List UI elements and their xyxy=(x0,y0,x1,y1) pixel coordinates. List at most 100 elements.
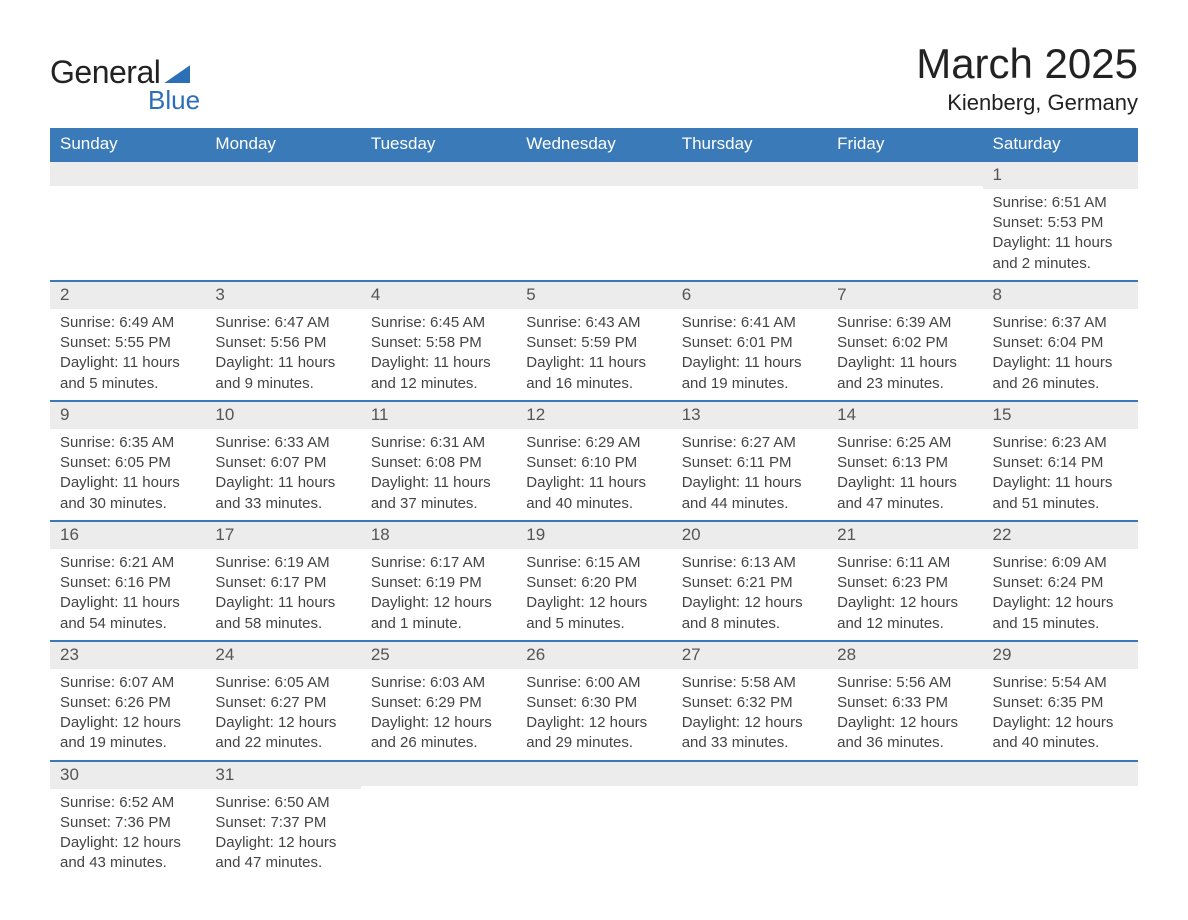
daylight-text: Daylight: 12 hours xyxy=(837,713,972,733)
daylight-text: and 5 minutes. xyxy=(60,374,195,394)
daylight-text: and 12 minutes. xyxy=(371,374,506,394)
sunset-text: Sunset: 6:19 PM xyxy=(371,573,506,593)
daylight-text: and 29 minutes. xyxy=(526,733,661,753)
day-body: Sunrise: 6:13 AMSunset: 6:21 PMDaylight:… xyxy=(672,549,827,640)
brand-triangle-icon xyxy=(164,65,190,83)
sunrise-text: Sunrise: 6:15 AM xyxy=(526,553,661,573)
day-number: 28 xyxy=(827,642,982,669)
sunset-text: Sunset: 6:13 PM xyxy=(837,453,972,473)
sunrise-text: Sunrise: 6:00 AM xyxy=(526,673,661,693)
sunrise-text: Sunrise: 6:13 AM xyxy=(682,553,817,573)
sunrise-text: Sunrise: 6:05 AM xyxy=(215,673,350,693)
day-body: Sunrise: 6:03 AMSunset: 6:29 PMDaylight:… xyxy=(361,669,516,760)
day-body: Sunrise: 6:52 AMSunset: 7:36 PMDaylight:… xyxy=(50,789,205,880)
day-body: Sunrise: 6:23 AMSunset: 6:14 PMDaylight:… xyxy=(983,429,1138,520)
sunset-text: Sunset: 5:59 PM xyxy=(526,333,661,353)
sunset-text: Sunset: 6:17 PM xyxy=(215,573,350,593)
brand-blue: Blue xyxy=(148,85,200,116)
sunrise-text: Sunrise: 6:50 AM xyxy=(215,793,350,813)
day-body: Sunrise: 6:15 AMSunset: 6:20 PMDaylight:… xyxy=(516,549,671,640)
calendar-day-cell xyxy=(983,761,1138,880)
sunset-text: Sunset: 6:29 PM xyxy=(371,693,506,713)
calendar-day-cell xyxy=(361,761,516,880)
day-body xyxy=(672,786,827,846)
sunrise-text: Sunrise: 6:03 AM xyxy=(371,673,506,693)
calendar-day-cell: 7Sunrise: 6:39 AMSunset: 6:02 PMDaylight… xyxy=(827,281,982,401)
daylight-text: Daylight: 12 hours xyxy=(837,593,972,613)
day-number: 10 xyxy=(205,402,360,429)
daylight-text: Daylight: 12 hours xyxy=(526,713,661,733)
calendar-day-cell xyxy=(361,161,516,281)
day-number xyxy=(361,762,516,786)
day-body: Sunrise: 6:00 AMSunset: 6:30 PMDaylight:… xyxy=(516,669,671,760)
calendar-week-row: 30Sunrise: 6:52 AMSunset: 7:36 PMDayligh… xyxy=(50,761,1138,880)
sunset-text: Sunset: 6:24 PM xyxy=(993,573,1128,593)
day-number: 30 xyxy=(50,762,205,789)
daylight-text: Daylight: 12 hours xyxy=(526,593,661,613)
sunset-text: Sunset: 6:07 PM xyxy=(215,453,350,473)
day-number xyxy=(983,762,1138,786)
day-body: Sunrise: 6:51 AMSunset: 5:53 PMDaylight:… xyxy=(983,189,1138,280)
daylight-text: Daylight: 12 hours xyxy=(682,593,817,613)
weekday-header: Friday xyxy=(827,128,982,161)
day-number: 9 xyxy=(50,402,205,429)
day-body: Sunrise: 6:07 AMSunset: 6:26 PMDaylight:… xyxy=(50,669,205,760)
sunrise-text: Sunrise: 6:29 AM xyxy=(526,433,661,453)
calendar-day-cell: 31Sunrise: 6:50 AMSunset: 7:37 PMDayligh… xyxy=(205,761,360,880)
daylight-text: and 47 minutes. xyxy=(215,853,350,873)
day-body: Sunrise: 6:50 AMSunset: 7:37 PMDaylight:… xyxy=(205,789,360,880)
calendar-day-cell: 17Sunrise: 6:19 AMSunset: 6:17 PMDayligh… xyxy=(205,521,360,641)
calendar-day-cell: 26Sunrise: 6:00 AMSunset: 6:30 PMDayligh… xyxy=(516,641,671,761)
daylight-text: and 58 minutes. xyxy=(215,614,350,634)
sunrise-text: Sunrise: 6:41 AM xyxy=(682,313,817,333)
calendar-day-cell xyxy=(827,761,982,880)
daylight-text: and 2 minutes. xyxy=(993,254,1128,274)
daylight-text: and 8 minutes. xyxy=(682,614,817,634)
day-body xyxy=(516,786,671,846)
sunrise-text: Sunrise: 6:37 AM xyxy=(993,313,1128,333)
weekday-header: Monday xyxy=(205,128,360,161)
calendar-day-cell: 20Sunrise: 6:13 AMSunset: 6:21 PMDayligh… xyxy=(672,521,827,641)
daylight-text: Daylight: 12 hours xyxy=(215,713,350,733)
calendar-day-cell: 15Sunrise: 6:23 AMSunset: 6:14 PMDayligh… xyxy=(983,401,1138,521)
day-number: 7 xyxy=(827,282,982,309)
sunset-text: Sunset: 5:58 PM xyxy=(371,333,506,353)
day-body xyxy=(361,786,516,846)
sunset-text: Sunset: 5:55 PM xyxy=(60,333,195,353)
calendar-week-row: 2Sunrise: 6:49 AMSunset: 5:55 PMDaylight… xyxy=(50,281,1138,401)
day-number: 15 xyxy=(983,402,1138,429)
day-body: Sunrise: 6:35 AMSunset: 6:05 PMDaylight:… xyxy=(50,429,205,520)
day-body: Sunrise: 6:47 AMSunset: 5:56 PMDaylight:… xyxy=(205,309,360,400)
month-title: March 2025 xyxy=(916,40,1138,88)
sunrise-text: Sunrise: 6:11 AM xyxy=(837,553,972,573)
sunset-text: Sunset: 6:21 PM xyxy=(682,573,817,593)
daylight-text: Daylight: 11 hours xyxy=(215,593,350,613)
sunset-text: Sunset: 6:08 PM xyxy=(371,453,506,473)
daylight-text: Daylight: 11 hours xyxy=(837,353,972,373)
daylight-text: Daylight: 11 hours xyxy=(526,473,661,493)
day-body: Sunrise: 6:17 AMSunset: 6:19 PMDaylight:… xyxy=(361,549,516,640)
daylight-text: and 5 minutes. xyxy=(526,614,661,634)
weekday-header: Thursday xyxy=(672,128,827,161)
day-number: 13 xyxy=(672,402,827,429)
sunrise-text: Sunrise: 6:35 AM xyxy=(60,433,195,453)
day-number: 8 xyxy=(983,282,1138,309)
sunset-text: Sunset: 6:26 PM xyxy=(60,693,195,713)
sunrise-text: Sunrise: 6:47 AM xyxy=(215,313,350,333)
daylight-text: Daylight: 11 hours xyxy=(682,473,817,493)
day-body: Sunrise: 6:41 AMSunset: 6:01 PMDaylight:… xyxy=(672,309,827,400)
day-number: 14 xyxy=(827,402,982,429)
calendar-day-cell: 11Sunrise: 6:31 AMSunset: 6:08 PMDayligh… xyxy=(361,401,516,521)
daylight-text: and 54 minutes. xyxy=(60,614,195,634)
day-body xyxy=(361,186,516,246)
calendar-day-cell: 13Sunrise: 6:27 AMSunset: 6:11 PMDayligh… xyxy=(672,401,827,521)
sunrise-text: Sunrise: 6:31 AM xyxy=(371,433,506,453)
daylight-text: and 15 minutes. xyxy=(993,614,1128,634)
daylight-text: Daylight: 12 hours xyxy=(60,833,195,853)
calendar-table: SundayMondayTuesdayWednesdayThursdayFrid… xyxy=(50,128,1138,880)
sunset-text: Sunset: 6:30 PM xyxy=(526,693,661,713)
calendar-day-cell: 28Sunrise: 5:56 AMSunset: 6:33 PMDayligh… xyxy=(827,641,982,761)
sunrise-text: Sunrise: 6:23 AM xyxy=(993,433,1128,453)
day-body xyxy=(827,186,982,246)
day-number xyxy=(361,162,516,186)
